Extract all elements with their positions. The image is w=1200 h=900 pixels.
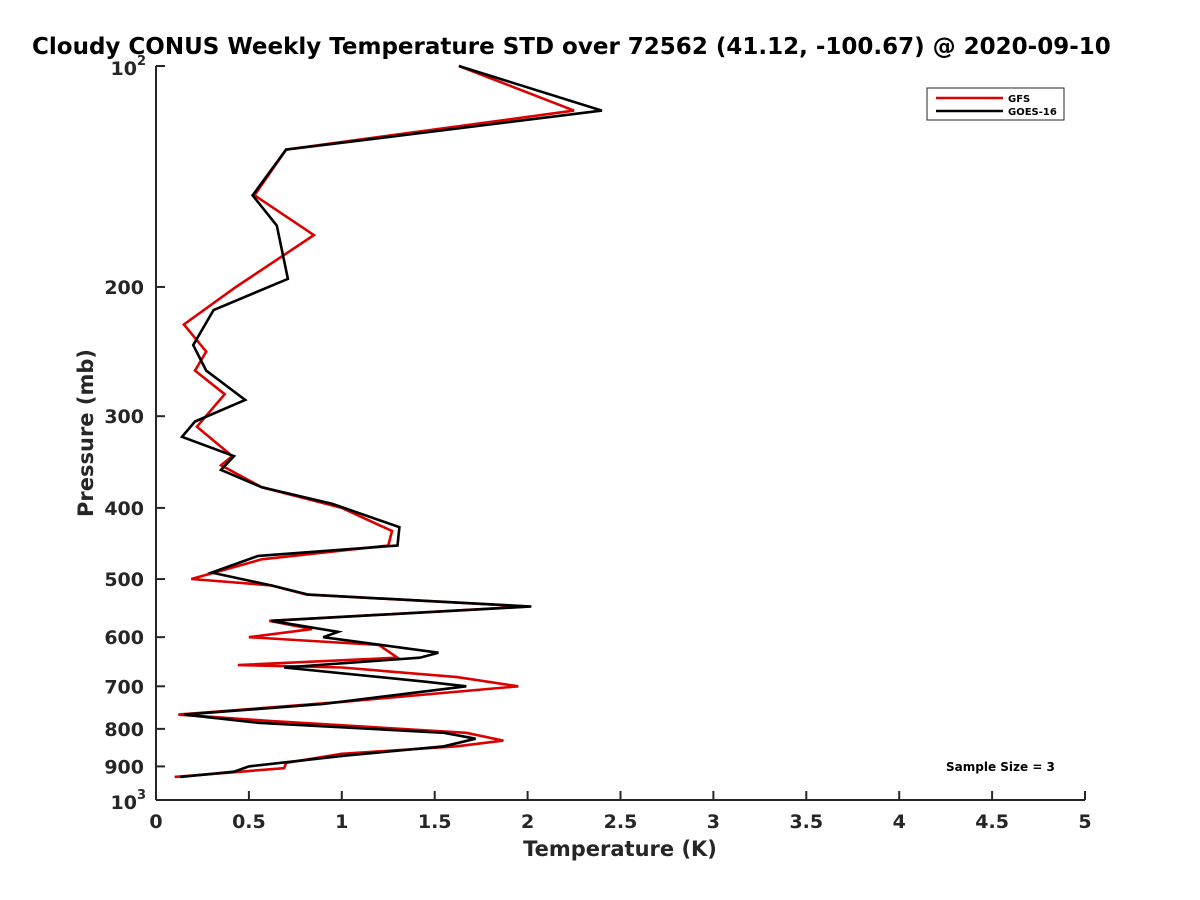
y-tick-label: 600	[104, 627, 144, 649]
y-tick-label: 103	[111, 788, 147, 814]
x-tick-label: 5	[1078, 811, 1091, 833]
y-tick-label: 300	[104, 406, 144, 428]
x-tick-label: 1	[335, 811, 348, 833]
legend-label-goes16: GOES-16	[1008, 107, 1057, 118]
x-axis-title: Temperature (K)	[523, 837, 717, 861]
y-axis-title: Pressure (mb)	[74, 349, 98, 517]
x-tick-label: 2	[521, 811, 534, 833]
x-tick-label: 2.5	[604, 811, 638, 833]
y-axis-ticks: 102 200 300 400 500 600 700 800 900 103	[104, 54, 165, 814]
sample-size-annotation: Sample Size = 3	[946, 760, 1055, 774]
x-tick-label: 4.5	[975, 811, 1009, 833]
series-line-goes16	[179, 64, 603, 779]
chart-title: Cloudy CONUS Weekly Temperature STD over…	[32, 34, 1111, 60]
x-tick-label: 3	[707, 811, 720, 833]
y-tick-label: 900	[104, 756, 144, 778]
y-tick-label: 400	[104, 498, 144, 520]
x-tick-label: 0.5	[232, 811, 266, 833]
series-layer	[174, 64, 603, 779]
y-tick-label: 200	[104, 277, 144, 299]
x-tick-label: 1.5	[418, 811, 452, 833]
legend: GFS GOES-16	[926, 87, 1065, 121]
legend-box	[926, 87, 1065, 121]
legend-label-gfs: GFS	[1008, 94, 1030, 105]
x-axis-ticks: 0 0.5 1 1.5 2 2.5 3 3.5 4 4.5 5	[149, 791, 1092, 833]
y-tick-label: 700	[104, 676, 144, 698]
x-tick-label: 3.5	[789, 811, 823, 833]
y-tick-label: 500	[104, 569, 144, 591]
y-tick-label: 102	[111, 54, 147, 80]
y-tick-label: 800	[104, 719, 144, 741]
plot-area: 102 200 300 400 500 600 700 800 900 103 0 0.5 1 1.5 2…	[104, 54, 1091, 833]
x-tick-label: 0	[149, 811, 162, 833]
x-tick-label: 4	[893, 811, 906, 833]
